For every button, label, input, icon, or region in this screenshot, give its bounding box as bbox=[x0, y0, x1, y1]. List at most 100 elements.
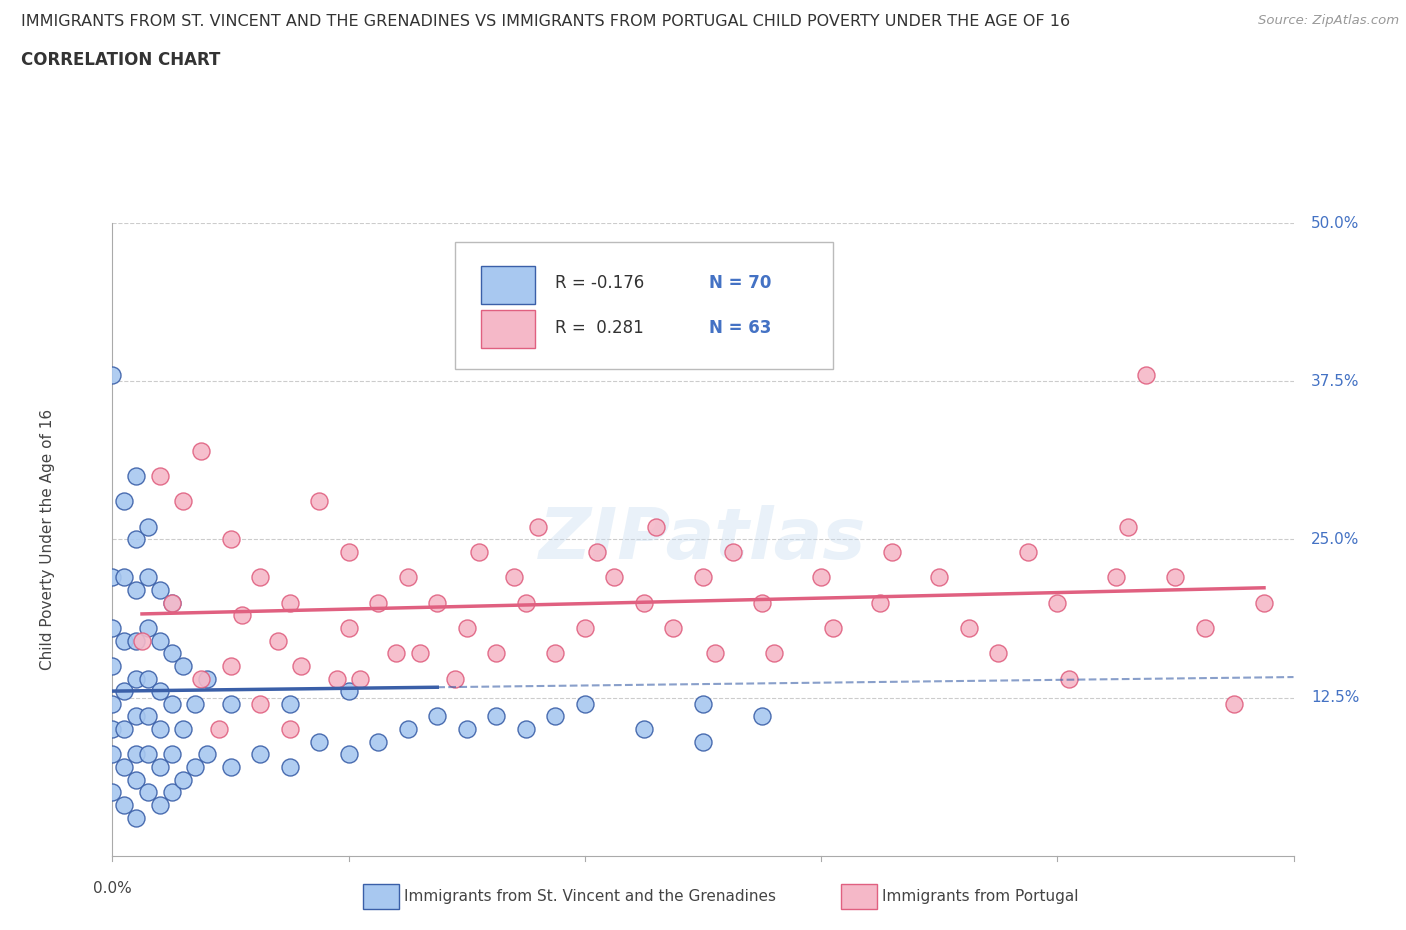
Point bbox=[456, 620, 478, 635]
Point bbox=[444, 671, 467, 686]
Point bbox=[762, 645, 785, 660]
Text: 25.0%: 25.0% bbox=[1312, 532, 1360, 547]
Point bbox=[467, 545, 489, 560]
Point bbox=[703, 645, 725, 660]
Point bbox=[136, 709, 159, 724]
Point bbox=[544, 645, 567, 660]
Point bbox=[112, 570, 135, 585]
Point bbox=[112, 760, 135, 775]
Point bbox=[219, 532, 242, 547]
Point bbox=[101, 697, 124, 711]
Point bbox=[231, 608, 253, 623]
Point bbox=[957, 620, 980, 635]
Point bbox=[408, 645, 430, 660]
Point bbox=[112, 633, 135, 648]
Point bbox=[456, 722, 478, 737]
Point bbox=[633, 595, 655, 610]
Text: 50.0%: 50.0% bbox=[1312, 216, 1360, 231]
Point bbox=[692, 697, 714, 711]
Point bbox=[1135, 367, 1157, 382]
Point bbox=[125, 747, 148, 762]
Point bbox=[160, 645, 183, 660]
Text: R =  0.281: R = 0.281 bbox=[555, 319, 644, 337]
Point bbox=[195, 671, 218, 686]
Point bbox=[869, 595, 891, 610]
Text: N = 70: N = 70 bbox=[709, 274, 772, 292]
Text: CORRELATION CHART: CORRELATION CHART bbox=[21, 51, 221, 69]
Point bbox=[136, 519, 159, 534]
Point bbox=[184, 697, 207, 711]
Point bbox=[208, 722, 231, 737]
Point bbox=[308, 735, 330, 750]
Point bbox=[219, 697, 242, 711]
Point bbox=[349, 671, 371, 686]
Point bbox=[485, 709, 508, 724]
Text: 37.5%: 37.5% bbox=[1312, 374, 1360, 389]
Point bbox=[278, 760, 301, 775]
Point bbox=[172, 658, 194, 673]
Point bbox=[160, 595, 183, 610]
Point bbox=[721, 545, 744, 560]
FancyBboxPatch shape bbox=[481, 266, 536, 304]
Point bbox=[326, 671, 349, 686]
Point bbox=[136, 671, 159, 686]
Point bbox=[1116, 519, 1139, 534]
Point bbox=[585, 545, 607, 560]
Point bbox=[751, 595, 773, 610]
Point bbox=[101, 658, 124, 673]
Point bbox=[810, 570, 832, 585]
Point bbox=[219, 658, 242, 673]
Point bbox=[136, 570, 159, 585]
Point bbox=[1105, 570, 1128, 585]
Point bbox=[131, 633, 153, 648]
Point bbox=[190, 671, 212, 686]
Text: ZIPatlas: ZIPatlas bbox=[540, 505, 866, 574]
Point bbox=[125, 772, 148, 787]
Point bbox=[112, 798, 135, 813]
Point bbox=[337, 684, 360, 698]
Point bbox=[880, 545, 903, 560]
Point bbox=[1253, 595, 1275, 610]
Text: R = -0.176: R = -0.176 bbox=[555, 274, 644, 292]
Point bbox=[190, 444, 212, 458]
Point bbox=[267, 633, 290, 648]
Point bbox=[125, 532, 148, 547]
Point bbox=[396, 722, 419, 737]
Point bbox=[101, 367, 124, 382]
Point bbox=[101, 747, 124, 762]
Text: Child Poverty Under the Age of 16: Child Poverty Under the Age of 16 bbox=[39, 409, 55, 670]
Text: N = 63: N = 63 bbox=[709, 319, 772, 337]
Point bbox=[603, 570, 626, 585]
Text: 0.0%: 0.0% bbox=[93, 881, 132, 896]
Point bbox=[125, 709, 148, 724]
Point bbox=[172, 722, 194, 737]
Point bbox=[101, 722, 124, 737]
Point bbox=[426, 709, 449, 724]
Point bbox=[928, 570, 950, 585]
Point bbox=[526, 519, 548, 534]
Point bbox=[112, 722, 135, 737]
Point bbox=[136, 620, 159, 635]
Text: Immigrants from Portugal: Immigrants from Portugal bbox=[882, 889, 1078, 904]
Point bbox=[125, 582, 148, 597]
Point bbox=[1057, 671, 1080, 686]
Point bbox=[219, 760, 242, 775]
Point bbox=[249, 747, 271, 762]
Point bbox=[278, 697, 301, 711]
Point bbox=[101, 570, 124, 585]
Point bbox=[367, 595, 389, 610]
Point bbox=[149, 633, 172, 648]
Point bbox=[385, 645, 408, 660]
Point bbox=[172, 494, 194, 509]
Point bbox=[1223, 697, 1246, 711]
Point bbox=[149, 798, 172, 813]
Point bbox=[515, 722, 537, 737]
Text: 12.5%: 12.5% bbox=[1312, 690, 1360, 705]
Point bbox=[485, 645, 508, 660]
Point bbox=[149, 469, 172, 484]
Point bbox=[149, 760, 172, 775]
Text: Source: ZipAtlas.com: Source: ZipAtlas.com bbox=[1258, 14, 1399, 27]
Point bbox=[662, 620, 685, 635]
Point bbox=[172, 772, 194, 787]
Point bbox=[184, 760, 207, 775]
